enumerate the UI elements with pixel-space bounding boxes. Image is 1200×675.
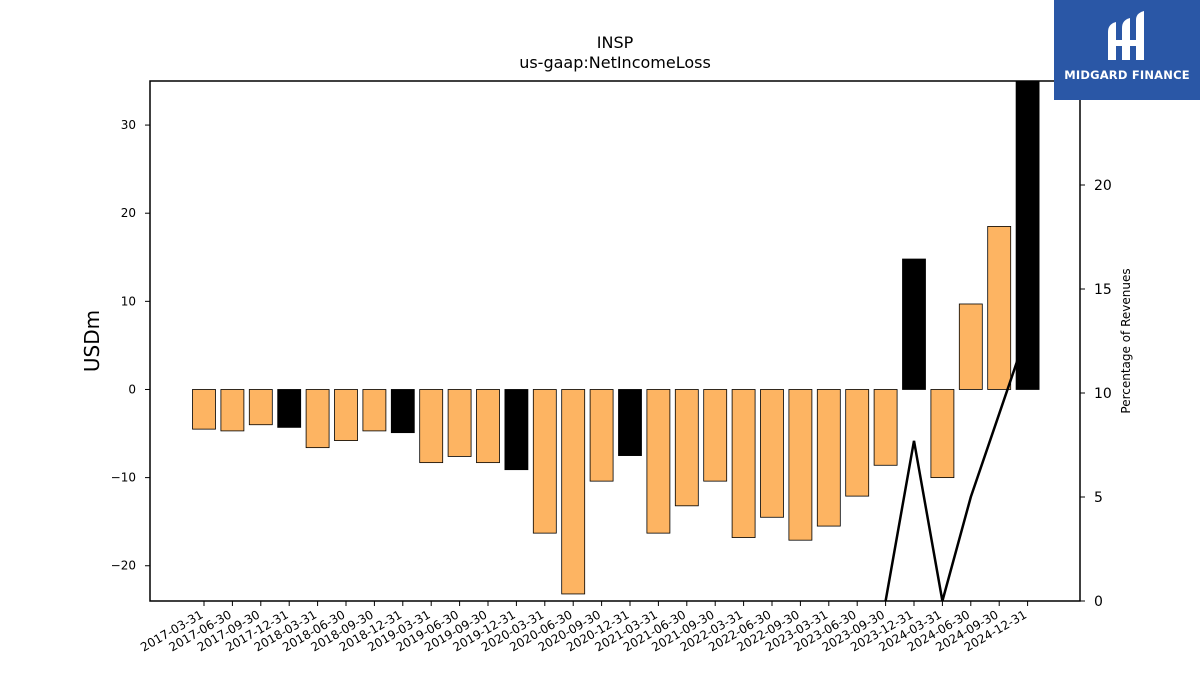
bar-2018-06-30 — [334, 389, 358, 441]
bar-2023-03-31 — [816, 389, 841, 527]
bar-2017-06-30 — [220, 389, 245, 432]
y-tick-label: 0 — [128, 382, 136, 396]
bar-2024-03-31 — [930, 389, 955, 479]
bar-2019-06-30 — [447, 389, 472, 457]
bar-2020-09-30 — [589, 389, 614, 482]
y-tick-label: 20 — [121, 206, 136, 220]
y2-axis-ticks: 0 5 10 15 20 — [1080, 178, 1112, 610]
y-axis-ticks: −20 −10 0 10 20 30 — [111, 118, 150, 573]
y2-axis-label: Percentage of Revenues — [1119, 268, 1133, 413]
bar-2019-09-30 — [476, 389, 500, 464]
y-tick-label: 30 — [121, 118, 136, 132]
bar-2020-06-30 — [561, 389, 586, 595]
bar-2021-06-30 — [674, 389, 699, 507]
logo-mark-icon — [1108, 11, 1144, 60]
y-tick-label: −10 — [111, 471, 136, 485]
bar-2021-09-30 — [703, 389, 728, 482]
x-axis-ticks: 2017-03-312017-06-302017-09-302017-12-31… — [138, 601, 1029, 654]
bar-2017-09-30 — [248, 389, 273, 426]
bar-2021-03-31 — [646, 389, 671, 534]
bar-2023-12-31 — [902, 258, 926, 390]
brand-logo: MIDGARD FINANCE — [1054, 0, 1200, 100]
bar-2024-12-31 — [1015, 80, 1040, 390]
y-tick-label: −20 — [111, 559, 136, 573]
bar-2024-09-30 — [987, 226, 1012, 390]
y2-tick-label: 10 — [1094, 386, 1112, 402]
bar-2024-06-30 — [958, 303, 983, 390]
bar-2017-12-31 — [277, 389, 302, 428]
bars-layer — [192, 80, 1040, 595]
line-layer — [884, 330, 1029, 602]
bar-2023-06-30 — [845, 389, 870, 497]
bar-2023-09-30 — [873, 389, 898, 466]
bar-2020-12-31 — [618, 389, 642, 456]
bar-2022-06-30 — [760, 389, 784, 518]
plot-frame — [149, 80, 1081, 602]
bar-2019-12-31 — [504, 389, 529, 471]
bar-2018-09-30 — [362, 389, 387, 432]
bar-2019-03-31 — [419, 389, 444, 464]
logo-text: MIDGARD FINANCE — [1064, 68, 1190, 82]
y-axis-label: USDm — [80, 310, 104, 372]
y2-tick-label: 15 — [1094, 282, 1112, 298]
y2-tick-label: 5 — [1094, 490, 1103, 506]
chart-subtitle: us-gaap:NetIncomeLoss — [519, 53, 711, 72]
y2-tick-label: 20 — [1094, 178, 1112, 194]
y-tick-label: 10 — [121, 294, 136, 308]
chart-title: INSP — [597, 33, 634, 52]
bar-2022-09-30 — [788, 389, 813, 541]
bar-2022-03-31 — [731, 389, 756, 538]
y2-tick-label: 0 — [1094, 594, 1103, 610]
bar-2018-03-31 — [305, 389, 330, 449]
bar-2018-12-31 — [390, 389, 415, 434]
bar-2017-03-31 — [192, 389, 216, 430]
bar-2020-03-31 — [532, 389, 557, 534]
percentage-line — [884, 330, 1029, 602]
